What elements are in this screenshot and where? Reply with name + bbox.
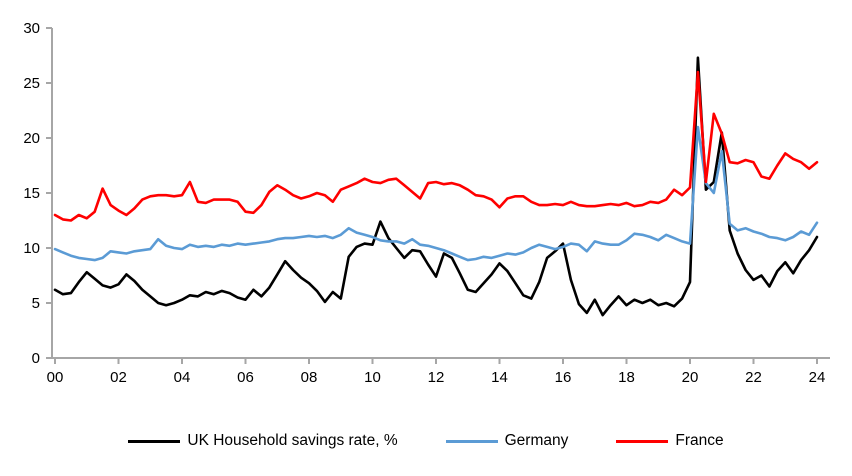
legend-label-germany: Germany bbox=[504, 432, 569, 449]
x-tick-label: 18 bbox=[618, 369, 635, 386]
chart-legend: UK Household savings rate, % Germany Fra… bbox=[0, 432, 852, 450]
y-tick-label: 15 bbox=[23, 185, 40, 202]
x-tick-label: 00 bbox=[47, 369, 64, 386]
x-tick-label: 12 bbox=[428, 369, 445, 386]
legend-label-france: France bbox=[675, 432, 724, 449]
series-line-1 bbox=[53, 125, 819, 262]
france-line-swatch bbox=[616, 439, 669, 443]
y-tick-label: 10 bbox=[23, 240, 40, 257]
series-line-0 bbox=[53, 56, 819, 317]
y-tick-label: 0 bbox=[32, 350, 40, 367]
uk-line-swatch bbox=[128, 439, 181, 443]
x-tick-label: 22 bbox=[745, 369, 762, 386]
legend-item-uk: UK Household savings rate, % bbox=[128, 432, 398, 450]
x-tick-label: 08 bbox=[301, 369, 318, 386]
germany-line-swatch bbox=[445, 439, 498, 443]
x-tick-label: 24 bbox=[809, 369, 826, 386]
x-tick-label: 02 bbox=[110, 369, 127, 386]
legend-label-uk: UK Household savings rate, % bbox=[187, 432, 398, 449]
legend-item-france: France bbox=[616, 432, 724, 450]
y-tick-label: 5 bbox=[32, 295, 40, 312]
plot-area: 0 5 10 15 20 25 30 00 02 04 06 08 10 12 14 16 18 20 22 24 bbox=[23, 20, 830, 386]
y-tick-label: 20 bbox=[23, 130, 40, 147]
y-tick-label: 30 bbox=[23, 20, 40, 37]
x-tick-label: 04 bbox=[174, 369, 191, 386]
x-tick-label: 14 bbox=[491, 369, 508, 386]
x-tick-label: 06 bbox=[237, 369, 254, 386]
series-line-2 bbox=[53, 70, 819, 222]
legend-item-germany: Germany bbox=[445, 432, 569, 450]
x-tick-label: 16 bbox=[555, 369, 572, 386]
x-tick-label: 20 bbox=[682, 369, 699, 386]
x-tick-label: 10 bbox=[364, 369, 381, 386]
y-tick-label: 25 bbox=[23, 75, 40, 92]
